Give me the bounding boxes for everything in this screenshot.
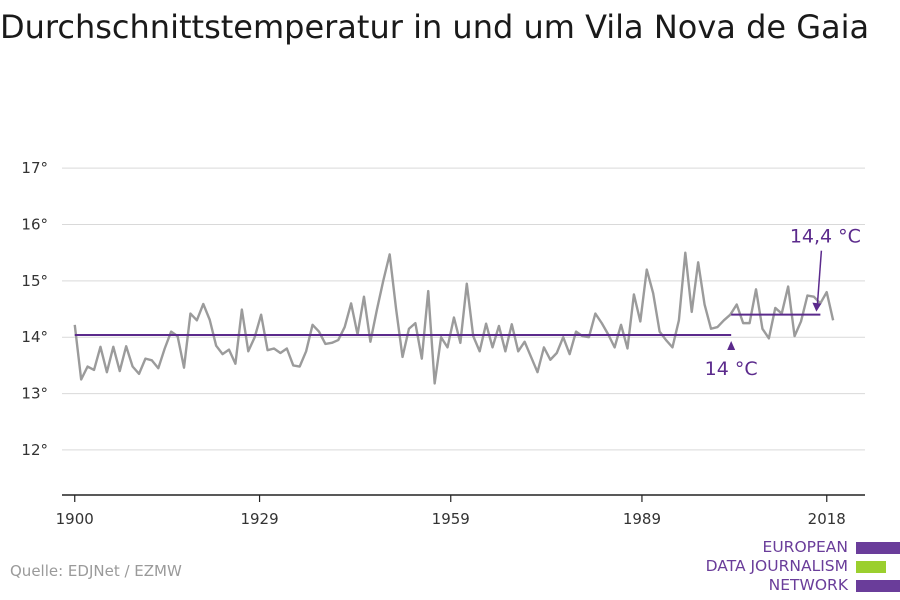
series-layer <box>73 251 835 385</box>
y-tick-label: 17° <box>21 159 48 177</box>
logo-bar-purple-bottom <box>856 580 900 592</box>
y-tick-label: 13° <box>21 385 48 403</box>
y-tick-label: 12° <box>21 441 48 459</box>
edjnet-logo[interactable]: EUROPEAN DATA JOURNALISM NETWORK <box>700 538 900 598</box>
logo-text-line-3: NETWORK <box>768 576 848 594</box>
logo-bar-purple-top <box>856 542 900 554</box>
grid-layer <box>62 167 865 451</box>
x-tick-label: 1929 <box>240 510 278 528</box>
source-note: Quelle: EDJNet / EZMW <box>10 562 182 580</box>
reference-lines-layer: 14 °C 14,4 °C <box>74 226 861 380</box>
y-tick-label: 14° <box>21 328 48 346</box>
x-tick-label: 1989 <box>623 510 661 528</box>
y-tick-label: 16° <box>21 216 48 234</box>
y-tick-label: 15° <box>21 272 48 290</box>
chart-title: Durchschnittstemperatur in und um Vila N… <box>0 8 870 46</box>
logo-bar-green <box>856 561 886 573</box>
logo-text-line-2: DATA JOURNALISM <box>705 557 848 575</box>
x-tick-label: 1900 <box>56 510 94 528</box>
x-tick-label: 1959 <box>432 510 470 528</box>
annotation-arrow-2 <box>812 302 822 312</box>
annotation-label-1: 14 °C <box>705 358 758 380</box>
annotation-arrow-1 <box>727 340 736 350</box>
x-tick-label: 2018 <box>808 510 846 528</box>
temperature-series-line <box>73 251 835 385</box>
annotation-label-2: 14,4 °C <box>790 226 861 248</box>
axis-layer: 12° 13° 14° 15° 16° 17° 1900 1929 1959 1989 2018 <box>21 159 865 528</box>
logo-text-line-1: EUROPEAN <box>762 538 848 556</box>
annotation-leader-2 <box>816 250 823 305</box>
